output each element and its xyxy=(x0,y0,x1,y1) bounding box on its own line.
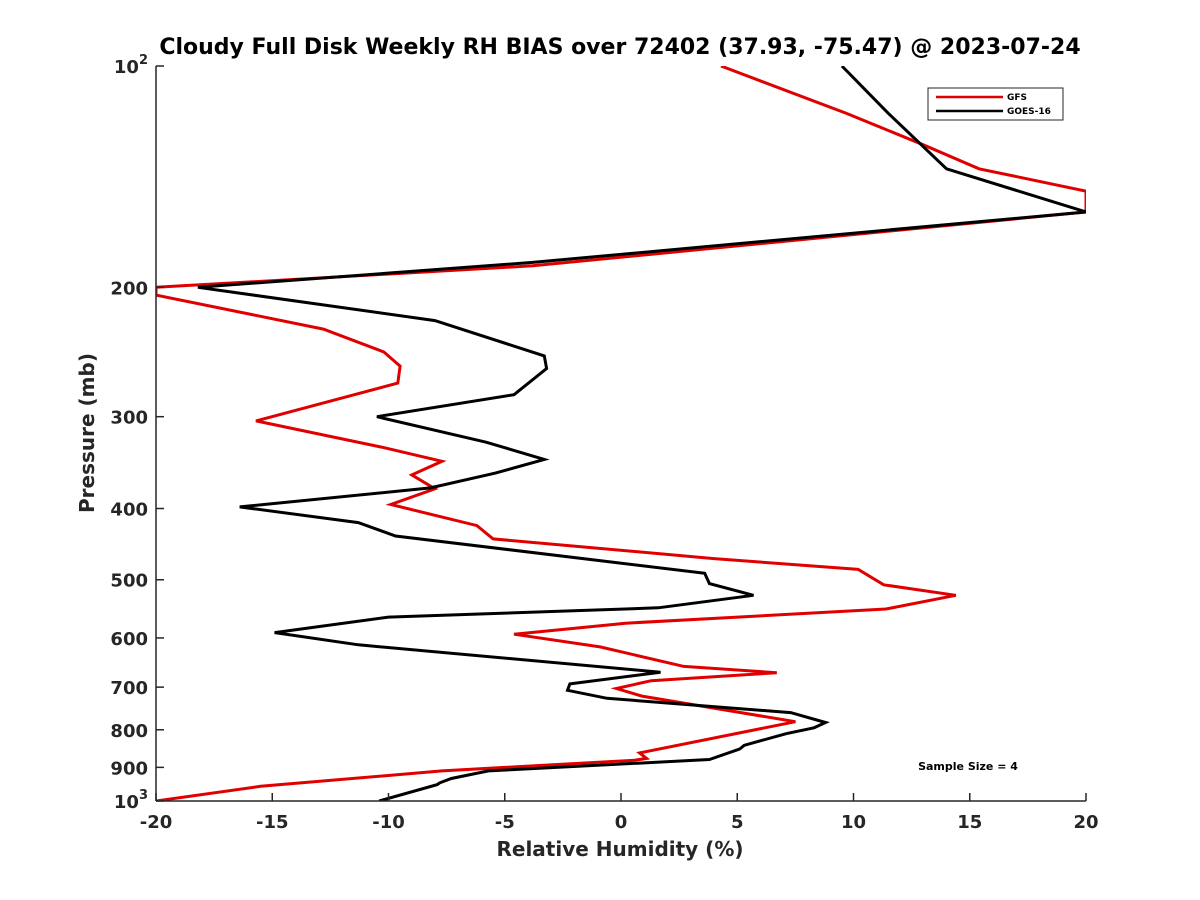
y-tick-label: 800 xyxy=(110,721,148,742)
series-line-0 xyxy=(156,66,1086,801)
legend-box xyxy=(927,87,1064,121)
x-tick-label: 20 xyxy=(1073,812,1098,833)
legend: GFS GOES-16 xyxy=(927,87,1064,121)
y-tick-label: 300 xyxy=(110,408,148,429)
legend-label-gfs: GFS xyxy=(1007,93,1027,103)
chart-title: Cloudy Full Disk Weekly RH BIAS over 724… xyxy=(159,35,1080,60)
x-tick-label: -20 xyxy=(140,812,173,833)
y-tick-label: 600 xyxy=(110,629,148,650)
y-tick-label: 500 xyxy=(110,571,148,592)
x-tick-label: 10 xyxy=(841,812,866,833)
x-tick-label: 5 xyxy=(731,812,744,833)
y-ticks: 102 200 300 400 500 600 700 800 900 103 xyxy=(110,53,164,813)
y-tick-label: 103 xyxy=(114,788,148,813)
legend-label-goes16: GOES-16 xyxy=(1007,107,1051,117)
y-tick-label: 700 xyxy=(110,678,148,699)
sample-size-annotation: Sample Size = 4 xyxy=(918,760,1018,773)
x-ticks: -20 -15 -10 -5 0 5 10 15 20 xyxy=(140,793,1099,833)
plot-area: -20 -15 -10 -5 0 5 10 15 20 102 200 300 400 500 600 70… xyxy=(110,53,1098,833)
y-tick-label: 900 xyxy=(110,758,148,779)
y-tick-label: 400 xyxy=(110,500,148,521)
series-layer xyxy=(156,66,1086,801)
x-tick-label: 0 xyxy=(615,812,628,833)
series-line-1 xyxy=(197,66,1086,801)
y-tick-label: 102 xyxy=(114,53,148,78)
x-tick-label: -5 xyxy=(495,812,515,833)
x-tick-label: -10 xyxy=(372,812,405,833)
x-tick-label: 15 xyxy=(957,812,982,833)
y-tick-label: 200 xyxy=(110,278,148,299)
x-tick-label: -15 xyxy=(256,812,289,833)
y-axis-label: Pressure (mb) xyxy=(75,353,99,513)
x-axis-label: Relative Humidity (%) xyxy=(496,837,743,861)
